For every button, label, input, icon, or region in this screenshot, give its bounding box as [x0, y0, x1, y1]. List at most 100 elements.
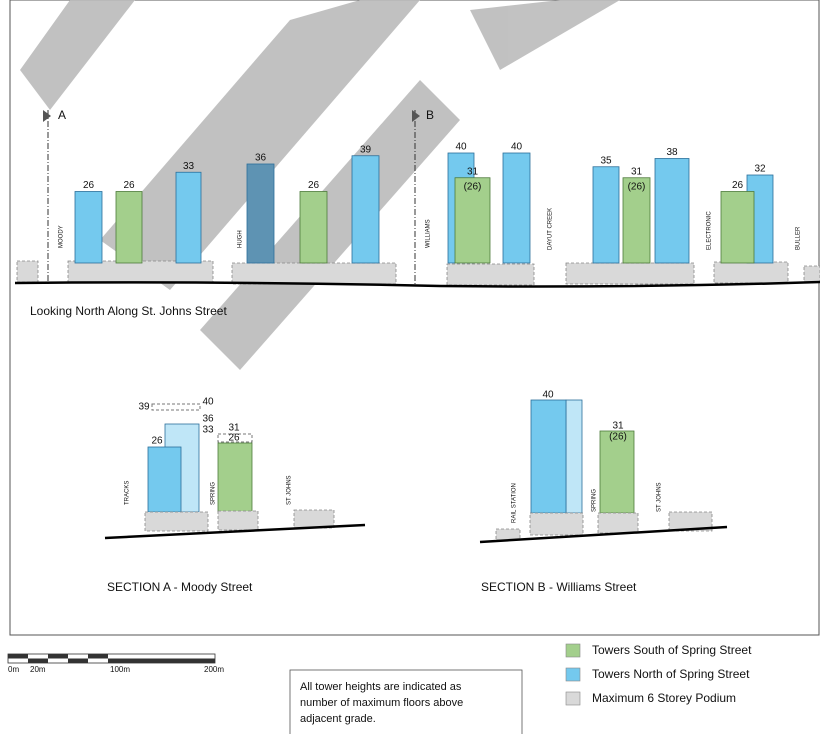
podium [16, 260, 39, 283]
note-line: All tower heights are indicated as [300, 681, 462, 693]
tower [246, 163, 275, 264]
section-marker: B [426, 108, 434, 122]
tower-height: 39 [360, 144, 372, 155]
tower-height: 40 [202, 397, 214, 408]
tower [599, 430, 635, 514]
tower [147, 446, 182, 513]
note-box [289, 669, 523, 734]
tower-height: 31 [631, 166, 643, 177]
tower-height: 38 [666, 147, 678, 158]
note-line: number of maximum floors above [300, 697, 463, 709]
section-title: SECTION A - Moody Street [107, 580, 253, 594]
tower-height: 35 [600, 155, 612, 166]
tower [175, 171, 202, 264]
scale-bar [7, 653, 216, 664]
street-label: BULLER [796, 226, 802, 250]
street-label: RAIL STATION [512, 483, 518, 523]
ground-line [479, 525, 728, 544]
tower-height: 31 [612, 421, 624, 432]
tower-height: 40 [542, 390, 554, 401]
podium [293, 509, 335, 529]
outline [217, 433, 253, 443]
legend-swatch [565, 667, 581, 682]
tower-height: 33 [183, 161, 195, 172]
podium [446, 263, 535, 286]
street-label: TRACKS [125, 481, 131, 505]
elevation: A B 26 26 33 36 26 39 40 31 (26) 40 35 31 (26) 38 32 26… [16, 108, 820, 286]
scale-label: 20m [30, 665, 46, 674]
marker-arrow [412, 110, 420, 122]
scale-label: 0m [8, 665, 19, 674]
podium [668, 511, 713, 532]
street-label: WILLIAMS [426, 219, 432, 248]
podium [144, 511, 209, 532]
tower [720, 191, 755, 264]
podium [529, 512, 584, 536]
caption: Looking North Along St. Johns Street [30, 304, 227, 318]
legend-label: Towers North of Spring Street [592, 667, 750, 681]
street-label: ELECTRONIC [707, 211, 713, 250]
podium [713, 261, 789, 284]
podium-height: (26) [628, 181, 646, 192]
scale-label: 200m [204, 665, 224, 674]
tower [565, 399, 583, 514]
tower-height: 33 [202, 425, 214, 436]
street-label: HUGH [238, 230, 244, 248]
legend-swatch [565, 643, 581, 658]
podium [803, 265, 820, 283]
tower-height: 36 [255, 153, 267, 164]
tower-height: 31 [467, 166, 479, 177]
tower [454, 177, 491, 264]
street-label: SPRING [592, 489, 598, 512]
ground-line [104, 523, 366, 540]
street-label: SPRING [211, 482, 217, 505]
section-title: SECTION B - Williams Street [481, 580, 637, 594]
tower [351, 155, 380, 264]
legend-swatch [565, 691, 581, 706]
tower-height: 39 [138, 402, 150, 413]
legend-label: Towers South of Spring Street [592, 643, 752, 657]
note-line: adjacent grade. [300, 713, 376, 725]
tower [622, 177, 651, 264]
street-label: MOODY [59, 225, 65, 248]
tower [530, 399, 567, 514]
tower [502, 152, 531, 264]
tower [654, 158, 690, 264]
podium [565, 262, 695, 285]
tower-height: 26 [228, 433, 240, 444]
tower-height: 26 [123, 180, 135, 191]
tower [74, 191, 103, 264]
podium [597, 512, 639, 534]
tower-height: 26 [732, 180, 744, 191]
outline [151, 403, 201, 411]
street-label: DAYUT CREEK [548, 208, 554, 250]
podium [217, 510, 259, 531]
street-label: ST JOHNS [287, 475, 293, 505]
tower-height: 26 [83, 180, 95, 191]
marker-arrow [43, 110, 51, 122]
podium [231, 262, 397, 285]
section-a: SECTION A - Moody Street [104, 403, 366, 594]
tower [592, 166, 620, 264]
legend-label: Maximum 6 Storey Podium [592, 691, 736, 705]
section-marker: A [58, 108, 66, 122]
tower-height: 40 [455, 142, 467, 153]
podium [495, 528, 521, 541]
tower [217, 442, 253, 513]
podium [67, 260, 214, 283]
street-label: ST JOHNS [657, 482, 663, 512]
scale-label: 100m [110, 665, 130, 674]
tower-height: (26) [609, 432, 627, 443]
tower-height: 26 [308, 180, 320, 191]
tower-height: 31 [228, 423, 240, 434]
section-b: SECTION B - Williams Street [479, 399, 728, 594]
podium-height: (26) [464, 181, 482, 192]
tower [115, 191, 143, 264]
tower-height: 26 [151, 436, 163, 447]
tower-height: 40 [511, 142, 523, 153]
ground-line [14, 280, 820, 288]
tower-height: 36 [202, 414, 214, 425]
tower [299, 191, 328, 264]
tower-height: 32 [754, 164, 766, 175]
